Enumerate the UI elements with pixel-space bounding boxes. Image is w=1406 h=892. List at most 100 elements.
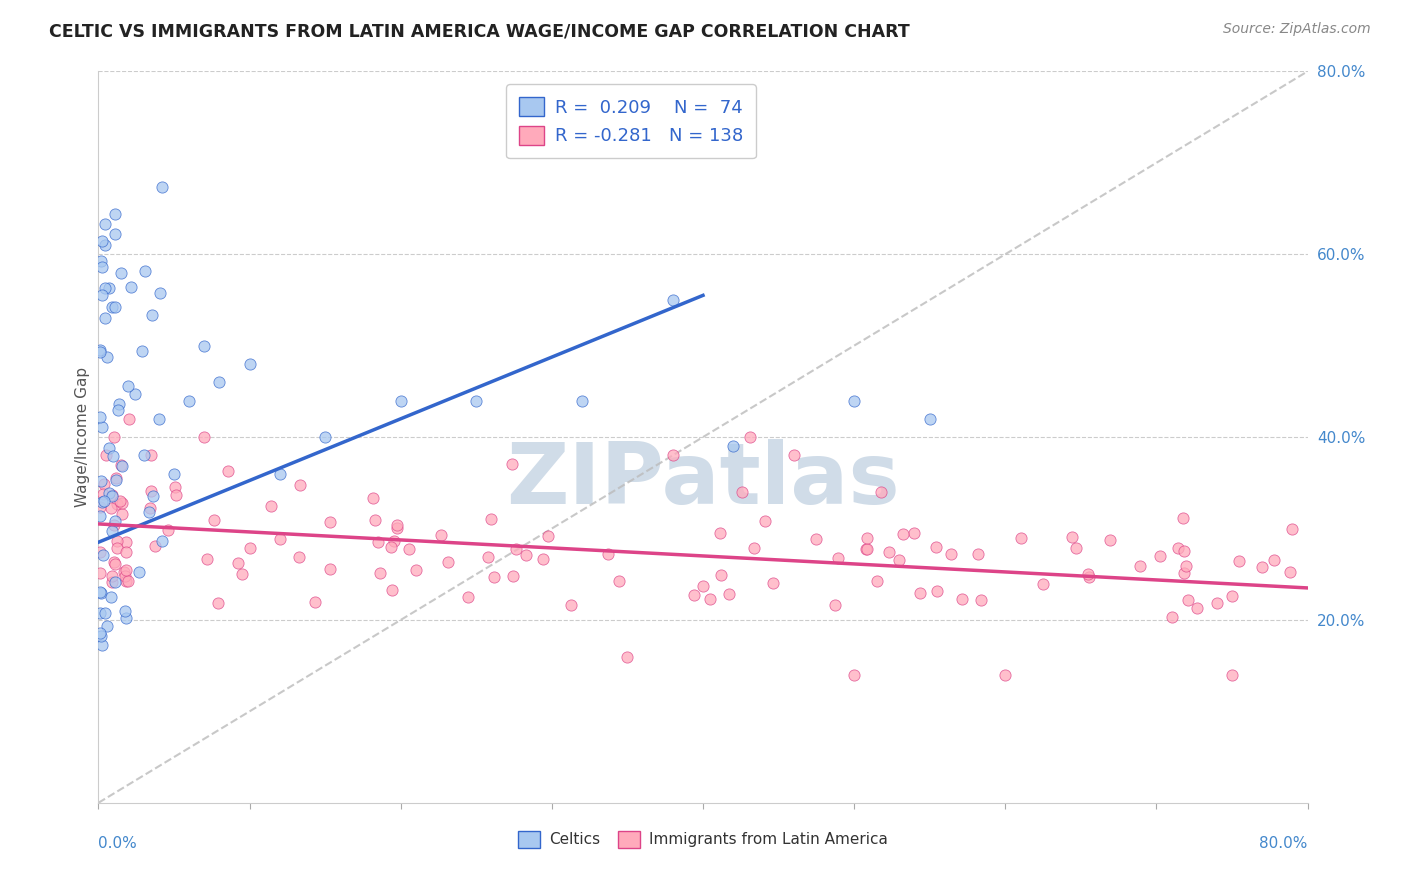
Point xyxy=(571,393,593,408)
Point xyxy=(994,667,1017,681)
Point xyxy=(89,343,111,357)
Point xyxy=(531,552,554,566)
Point xyxy=(827,550,849,565)
Point xyxy=(314,430,336,444)
Point xyxy=(101,568,124,582)
Point xyxy=(100,489,122,503)
Point xyxy=(870,485,893,500)
Point xyxy=(380,541,402,555)
Point xyxy=(143,539,166,553)
Point xyxy=(128,565,150,579)
Point xyxy=(477,550,499,565)
Point xyxy=(723,439,745,453)
Point xyxy=(738,430,761,444)
Point xyxy=(179,393,201,408)
Point xyxy=(100,590,122,604)
Point xyxy=(117,574,139,588)
Point xyxy=(925,540,948,554)
Point xyxy=(193,430,215,444)
Point xyxy=(120,280,142,294)
Point xyxy=(1279,565,1302,579)
Legend: Celtics, Immigrants from Latin America: Celtics, Immigrants from Latin America xyxy=(512,825,894,854)
Point xyxy=(430,528,453,542)
Point xyxy=(364,513,387,527)
Point xyxy=(260,499,283,513)
Point xyxy=(368,566,391,581)
Point xyxy=(104,574,127,589)
Point xyxy=(891,527,914,541)
Point xyxy=(1263,553,1285,567)
Point xyxy=(709,525,731,540)
Point xyxy=(107,403,129,417)
Point xyxy=(105,534,128,549)
Point xyxy=(96,350,118,364)
Point xyxy=(91,638,114,652)
Point xyxy=(89,509,111,524)
Point xyxy=(1173,544,1195,558)
Point xyxy=(1173,566,1195,580)
Point xyxy=(465,393,488,408)
Point xyxy=(783,448,806,462)
Point xyxy=(367,535,389,549)
Point xyxy=(118,412,141,426)
Point xyxy=(103,430,125,444)
Point xyxy=(104,207,127,221)
Point xyxy=(150,533,173,548)
Point xyxy=(89,625,111,640)
Point xyxy=(142,489,165,503)
Point xyxy=(1227,554,1250,568)
Point xyxy=(502,569,524,583)
Point xyxy=(879,545,901,559)
Point xyxy=(269,532,291,546)
Text: 80.0%: 80.0% xyxy=(1260,836,1308,851)
Point xyxy=(710,568,733,582)
Point xyxy=(239,541,262,555)
Point xyxy=(115,563,138,577)
Point xyxy=(939,547,962,561)
Point xyxy=(398,541,420,556)
Point xyxy=(132,448,155,462)
Point xyxy=(742,541,765,555)
Text: ZIPatlas: ZIPatlas xyxy=(506,440,900,523)
Point xyxy=(1177,593,1199,607)
Point xyxy=(1149,549,1171,564)
Point xyxy=(231,566,253,581)
Point xyxy=(156,524,179,538)
Point xyxy=(89,410,111,425)
Point xyxy=(134,263,156,277)
Point xyxy=(104,514,127,528)
Point xyxy=(239,357,262,371)
Point xyxy=(91,260,114,274)
Point xyxy=(195,551,218,566)
Point xyxy=(844,393,866,408)
Point xyxy=(104,557,127,571)
Point xyxy=(718,587,741,601)
Point xyxy=(108,396,131,410)
Point xyxy=(319,562,342,576)
Point xyxy=(319,515,342,529)
Point xyxy=(104,300,127,314)
Point xyxy=(114,568,136,582)
Point xyxy=(967,547,990,561)
Point xyxy=(1167,541,1189,555)
Point xyxy=(856,542,879,557)
Point xyxy=(117,378,139,392)
Point xyxy=(91,487,114,501)
Point xyxy=(89,584,111,599)
Point xyxy=(108,494,131,508)
Point xyxy=(903,525,925,540)
Point xyxy=(110,266,132,280)
Point xyxy=(1174,559,1197,574)
Point xyxy=(607,574,630,589)
Point xyxy=(405,563,427,577)
Point xyxy=(731,484,754,499)
Point xyxy=(918,412,941,426)
Point xyxy=(93,238,115,252)
Point xyxy=(1077,570,1099,584)
Point xyxy=(1161,610,1184,624)
Point xyxy=(93,477,115,491)
Point xyxy=(596,547,619,561)
Point xyxy=(131,343,153,358)
Point xyxy=(89,566,111,580)
Point xyxy=(1251,560,1274,574)
